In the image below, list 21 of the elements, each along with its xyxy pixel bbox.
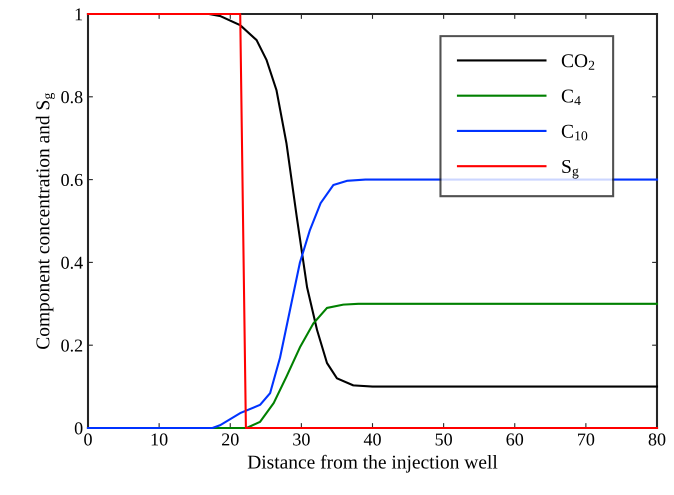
x-tick-label: 30: [293, 433, 310, 446]
legend-label: C$_{10}$: [562, 124, 588, 140]
x-tick-label: 10: [152, 433, 168, 446]
legend-label: CO$_{2}$: [562, 54, 594, 70]
legend-label: S$_{g}$: [562, 160, 579, 178]
x-tick-label: 70: [578, 433, 594, 446]
y-tick-label: 0.2: [61, 339, 82, 352]
x-tick-label: 50: [436, 433, 452, 446]
x-tick-label: 60: [506, 433, 524, 446]
y-tick-label: 0.6: [61, 174, 83, 186]
y-tick-label: 0.8: [61, 91, 82, 104]
y-tick-label: 0: [74, 422, 82, 434]
x-tick-label: 80: [648, 433, 666, 446]
y-tick-label: 1: [76, 8, 82, 20]
x-tick-label: 40: [364, 433, 381, 446]
x-axis-title: Distance from the injection well: [248, 454, 498, 473]
y-tick-label: 0.4: [61, 256, 83, 269]
legend-label: C$_{4}$: [562, 89, 581, 106]
x-tick-label: 0: [84, 433, 92, 446]
y-axis-title: Component concentration and S$_{g}$: [36, 92, 55, 349]
x-tick-label: 20: [222, 433, 239, 446]
